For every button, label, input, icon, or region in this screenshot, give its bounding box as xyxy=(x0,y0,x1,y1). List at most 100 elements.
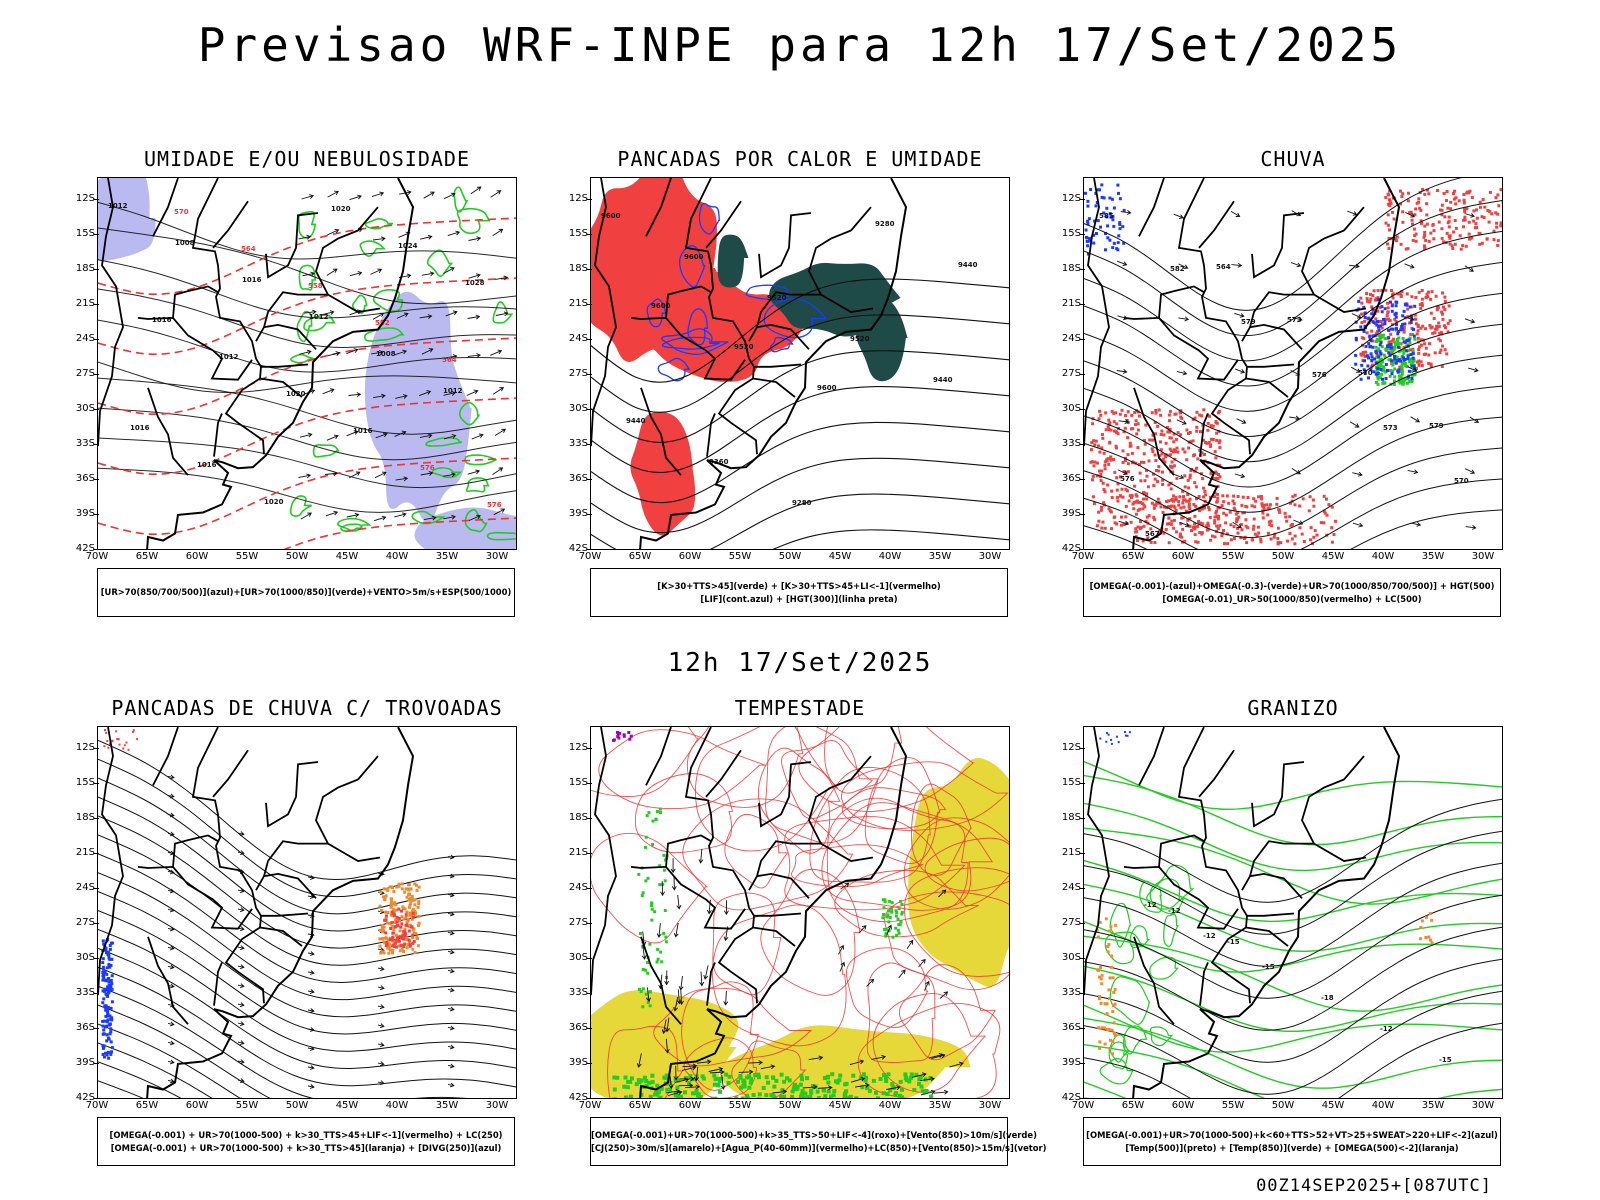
precip-speckle xyxy=(779,1094,784,1098)
lat-label: 42S xyxy=(568,1092,588,1103)
precip-speckle xyxy=(662,853,666,857)
precip-speckle xyxy=(414,883,418,887)
precip-speckle xyxy=(1112,420,1116,424)
precip-speckle xyxy=(1380,305,1384,309)
precip-speckle xyxy=(1401,382,1405,386)
precip-speckle xyxy=(1259,537,1263,541)
precip-speckle xyxy=(380,929,384,932)
precip-speckle xyxy=(101,970,105,974)
precip-speckle xyxy=(656,957,660,961)
precip-speckle xyxy=(1086,199,1090,203)
precip-speckle xyxy=(106,1014,110,1018)
wind-vector xyxy=(931,1053,946,1060)
precip-speckle xyxy=(400,882,404,886)
contour-label: 558 xyxy=(308,282,323,290)
precip-speckle xyxy=(634,1082,639,1087)
precip-speckle xyxy=(640,894,644,898)
precip-speckle xyxy=(799,1073,804,1078)
precip-speckle xyxy=(1159,505,1163,509)
precip-speckle xyxy=(625,1085,630,1090)
wind-vector xyxy=(673,1065,679,1081)
precip-speckle xyxy=(393,945,397,949)
wind-vector xyxy=(492,228,504,237)
precip-speckle xyxy=(644,879,648,883)
lon-label: 50W xyxy=(285,551,309,562)
precip-speckle xyxy=(1175,476,1179,480)
precip-speckle xyxy=(1168,409,1172,413)
precip-speckle xyxy=(380,926,384,930)
precip-speckle xyxy=(1113,470,1117,474)
precip-speckle xyxy=(884,927,888,931)
precip-speckle xyxy=(1116,183,1120,187)
precip-speckle xyxy=(1084,191,1087,195)
precip-speckle xyxy=(782,1094,786,1098)
precip-speckle xyxy=(1384,377,1388,380)
precip-speckle xyxy=(1202,486,1206,490)
precip-speckle xyxy=(403,927,407,931)
wind-vector xyxy=(664,970,670,986)
precip-speckle xyxy=(1120,515,1123,519)
precip-speckle xyxy=(1113,987,1117,991)
precip-speckle xyxy=(641,1005,645,1009)
precip-speckle xyxy=(102,968,106,972)
precip-speckle xyxy=(676,1078,681,1083)
precip-speckle xyxy=(677,1096,682,1098)
precip-speckle xyxy=(1405,381,1409,385)
precip-speckle xyxy=(101,965,105,969)
precip-speckle xyxy=(1181,447,1185,451)
precip-speckle xyxy=(1167,541,1171,545)
precip-speckle xyxy=(1202,408,1206,412)
panel-title-pancadas_calor: PANCADAS POR CALOR E UMIDADE xyxy=(617,147,983,171)
precip-speckle xyxy=(798,1082,803,1087)
precip-speckle xyxy=(1308,495,1312,499)
precip-speckle xyxy=(1216,477,1220,481)
precip-speckle xyxy=(397,884,401,888)
precip-speckle xyxy=(107,963,111,966)
lat-tick xyxy=(94,374,99,375)
precip-speckle xyxy=(1096,219,1100,223)
precip-speckle xyxy=(1134,527,1138,531)
lat-label: 39S xyxy=(1061,1057,1081,1068)
precip-speckle xyxy=(622,1084,627,1089)
precip-speckle xyxy=(1106,457,1110,461)
precip-speckle xyxy=(1378,350,1382,354)
precip-speckle xyxy=(1173,412,1177,416)
precip-speckle xyxy=(1415,360,1419,364)
precip-speckle xyxy=(1181,501,1185,505)
lon-label: 50W xyxy=(1271,1100,1295,1111)
precip-speckle xyxy=(1100,973,1104,977)
precip-speckle xyxy=(1124,487,1128,491)
precip-speckle xyxy=(1367,376,1370,380)
precip-speckle xyxy=(402,930,406,933)
precip-speckle xyxy=(1183,474,1187,478)
precip-speckle xyxy=(815,1089,820,1094)
precip-speckle xyxy=(1186,493,1190,497)
precip-speckle xyxy=(1169,464,1173,468)
streamline-arrow xyxy=(307,1008,315,1013)
precip-speckle xyxy=(618,731,622,735)
precip-speckle xyxy=(1178,495,1182,499)
precip-speckle xyxy=(1393,367,1397,371)
legend-line: [K>30+TTS>45](verde) + [K>30+TTS>45+LI<-… xyxy=(657,580,941,591)
precip-speckle xyxy=(1437,321,1441,325)
precip-speckle xyxy=(1446,321,1450,325)
precip-speckle xyxy=(1175,530,1178,534)
precip-speckle xyxy=(125,741,128,744)
precip-speckle xyxy=(1131,427,1135,431)
wind-vector xyxy=(906,939,914,950)
precip-speckle xyxy=(665,1087,670,1092)
precip-speckle xyxy=(397,935,401,939)
precip-speckle xyxy=(407,929,411,933)
precip-speckle xyxy=(1381,377,1384,381)
precip-speckle xyxy=(1193,533,1197,537)
lon-label: 30W xyxy=(485,551,509,562)
precip-speckle xyxy=(698,1094,703,1098)
precip-speckle xyxy=(1136,428,1140,432)
precip-speckle xyxy=(897,931,901,935)
precip-speckle xyxy=(1397,374,1401,378)
precip-speckle xyxy=(1100,982,1104,986)
precip-speckle xyxy=(1100,183,1104,187)
precip-speckle xyxy=(1409,212,1413,216)
precip-speckle xyxy=(1420,297,1424,301)
precip-speckle xyxy=(1213,495,1216,499)
